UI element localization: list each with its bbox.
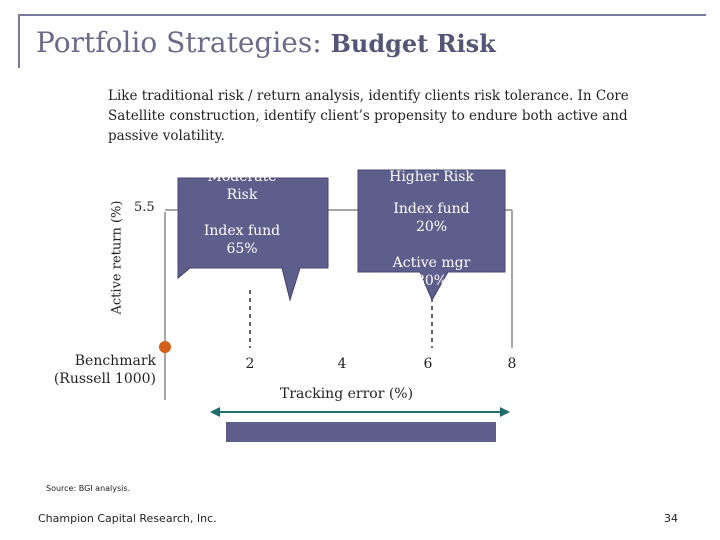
y-tick-label: 5.5 — [134, 200, 155, 215]
moderate-active-mgr: Active mgr — [202, 279, 280, 295]
page-number: 34 — [664, 512, 678, 525]
moderate-risk-callout — [177, 177, 329, 302]
moderate-risk-title: Moderate Risk — [207, 169, 277, 203]
range-arrow-left-head — [210, 407, 220, 417]
page-title: Portfolio Strategies: Budget Risk — [36, 26, 496, 59]
footer-company: Champion Capital Research, Inc. — [38, 512, 217, 525]
x-axis-label: Tracking error (%) — [280, 386, 414, 402]
benchmark-line2: (Russell 1000) — [53, 371, 156, 387]
range-arrow-right-head — [500, 407, 510, 417]
benchmark-label: Benchmark (Russell 1000) — [30, 352, 156, 388]
higher-risk-callout — [357, 169, 506, 302]
x-tick-2: 2 — [246, 356, 255, 372]
benchmark-line1: Benchmark — [74, 353, 156, 369]
higher-risk-title: Higher Risk — [389, 169, 474, 185]
higher-active-mgr: Active mgr 80% — [392, 255, 471, 289]
range-label-box — [226, 422, 496, 442]
subtitle-text: Like traditional risk / return analysis,… — [108, 88, 629, 144]
x-tick-4: 4 — [338, 356, 347, 372]
title-frame — [18, 14, 706, 68]
moderate-index-fund: Index fund 65% — [203, 223, 281, 257]
x-tick-8: 8 — [508, 356, 517, 372]
x-tick-6: 6 — [424, 356, 433, 372]
benchmark-point — [159, 341, 171, 353]
source-note: Source: BGI analysis. — [46, 484, 131, 493]
higher-index-fund: Index fund 20% — [393, 201, 470, 235]
